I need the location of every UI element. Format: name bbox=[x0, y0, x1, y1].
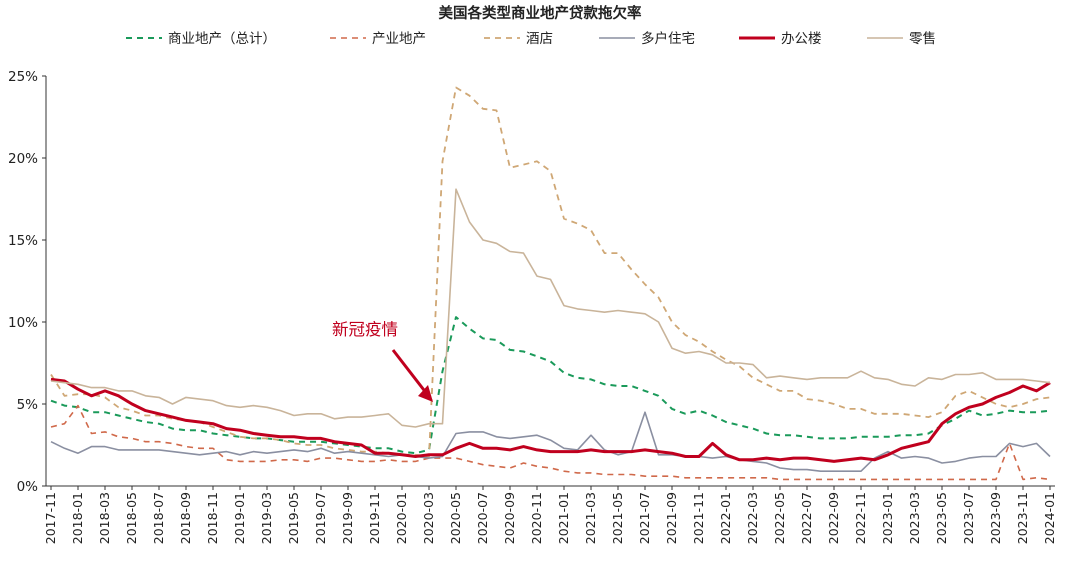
x-tick-label: 2023-07 bbox=[961, 492, 976, 544]
x-tick-label: 2023-09 bbox=[988, 492, 1003, 544]
y-tick-label: 0% bbox=[17, 479, 39, 495]
x-tick-label: 2019-07 bbox=[313, 492, 328, 544]
x-tick-label: 2019-11 bbox=[367, 492, 382, 544]
x-tick-label: 2018-07 bbox=[151, 492, 166, 544]
y-tick-label: 10% bbox=[8, 315, 38, 331]
x-tick-label: 2022-05 bbox=[772, 492, 787, 544]
legend-label: 零售 bbox=[909, 31, 936, 47]
x-tick-label: 2022-07 bbox=[799, 492, 814, 544]
x-tick-label: 2018-03 bbox=[97, 492, 112, 544]
x-tick-label: 2023-03 bbox=[907, 492, 922, 544]
x-tick-label: 2020-11 bbox=[529, 492, 544, 544]
covid-annotation-label: 新冠疫情 bbox=[332, 320, 398, 339]
x-tick-label: 2021-03 bbox=[583, 492, 598, 544]
legend-label: 商业地产（总计） bbox=[168, 31, 276, 47]
chart-title: 美国各类型商业地产贷款拖欠率 bbox=[439, 4, 642, 22]
y-tick-label: 20% bbox=[8, 151, 38, 167]
covid-annotation-arrow-head bbox=[418, 385, 433, 402]
series-line-办公楼 bbox=[50, 377, 1051, 463]
y-tick-label: 25% bbox=[8, 69, 38, 85]
x-tick-label: 2022-03 bbox=[745, 492, 760, 544]
x-tick-label: 2020-05 bbox=[448, 492, 463, 544]
covid-annotation-arrow-shaft bbox=[391, 349, 429, 395]
x-tick-label: 2020-03 bbox=[421, 492, 436, 544]
series-line-多户住宅 bbox=[50, 411, 1051, 472]
x-tick-label: 2017-11 bbox=[43, 492, 58, 544]
x-tick-label: 2021-01 bbox=[556, 492, 571, 544]
series-line-商业地产（总计） bbox=[50, 316, 1051, 455]
x-tick-label: 2018-09 bbox=[178, 492, 193, 544]
x-tick-label: 2020-01 bbox=[394, 492, 409, 544]
x-tick-label: 2018-11 bbox=[205, 492, 220, 544]
axes: 0% 5% 10% 15% 20% 25% 2017-11 2018-01 2018-03 201… bbox=[8, 69, 1057, 544]
x-tick-label: 2022-09 bbox=[826, 492, 841, 544]
x-tick-label: 2021-07 bbox=[637, 492, 652, 544]
x-tick-label: 2019-09 bbox=[340, 492, 355, 544]
x-tick-label: 2023-11 bbox=[1015, 492, 1030, 544]
legend-label: 多户住宅 bbox=[641, 30, 695, 47]
x-tick-label: 2020-07 bbox=[475, 492, 490, 544]
y-tick-label: 15% bbox=[8, 233, 38, 249]
x-tick-label: 2020-09 bbox=[502, 492, 517, 544]
x-tick-label: 2019-03 bbox=[259, 492, 274, 544]
x-tick-label: 2021-11 bbox=[691, 492, 706, 544]
series-layer bbox=[50, 86, 1051, 481]
series-line-零售 bbox=[50, 188, 1051, 428]
legend-label: 办公楼 bbox=[781, 31, 822, 47]
y-tick-label: 5% bbox=[17, 397, 39, 413]
x-tick-label: 2019-05 bbox=[286, 492, 301, 544]
x-tick-label: 2018-01 bbox=[70, 492, 85, 544]
x-tick-label: 2022-01 bbox=[718, 492, 733, 544]
legend: 商业地产（总计） 产业地产 酒店 多户住宅 办公楼 零售 bbox=[126, 30, 936, 47]
legend-label: 产业地产 bbox=[372, 31, 426, 47]
annotation-layer: 新冠疫情 bbox=[332, 320, 433, 402]
x-tick-label: 2021-09 bbox=[664, 492, 679, 544]
legend-label: 酒店 bbox=[526, 31, 553, 47]
x-tick-label: 2023-05 bbox=[934, 492, 949, 544]
x-tick-label: 2018-05 bbox=[124, 492, 139, 544]
x-tick-label: 2019-01 bbox=[232, 492, 247, 544]
x-tick-label: 2022-11 bbox=[853, 492, 868, 544]
x-tick-label: 2024-01 bbox=[1042, 492, 1057, 544]
series-line-产业地产 bbox=[50, 404, 1051, 481]
series-line-酒店 bbox=[50, 86, 1051, 458]
x-tick-label: 2023-01 bbox=[880, 492, 895, 544]
x-tick-label: 2021-05 bbox=[610, 492, 625, 544]
